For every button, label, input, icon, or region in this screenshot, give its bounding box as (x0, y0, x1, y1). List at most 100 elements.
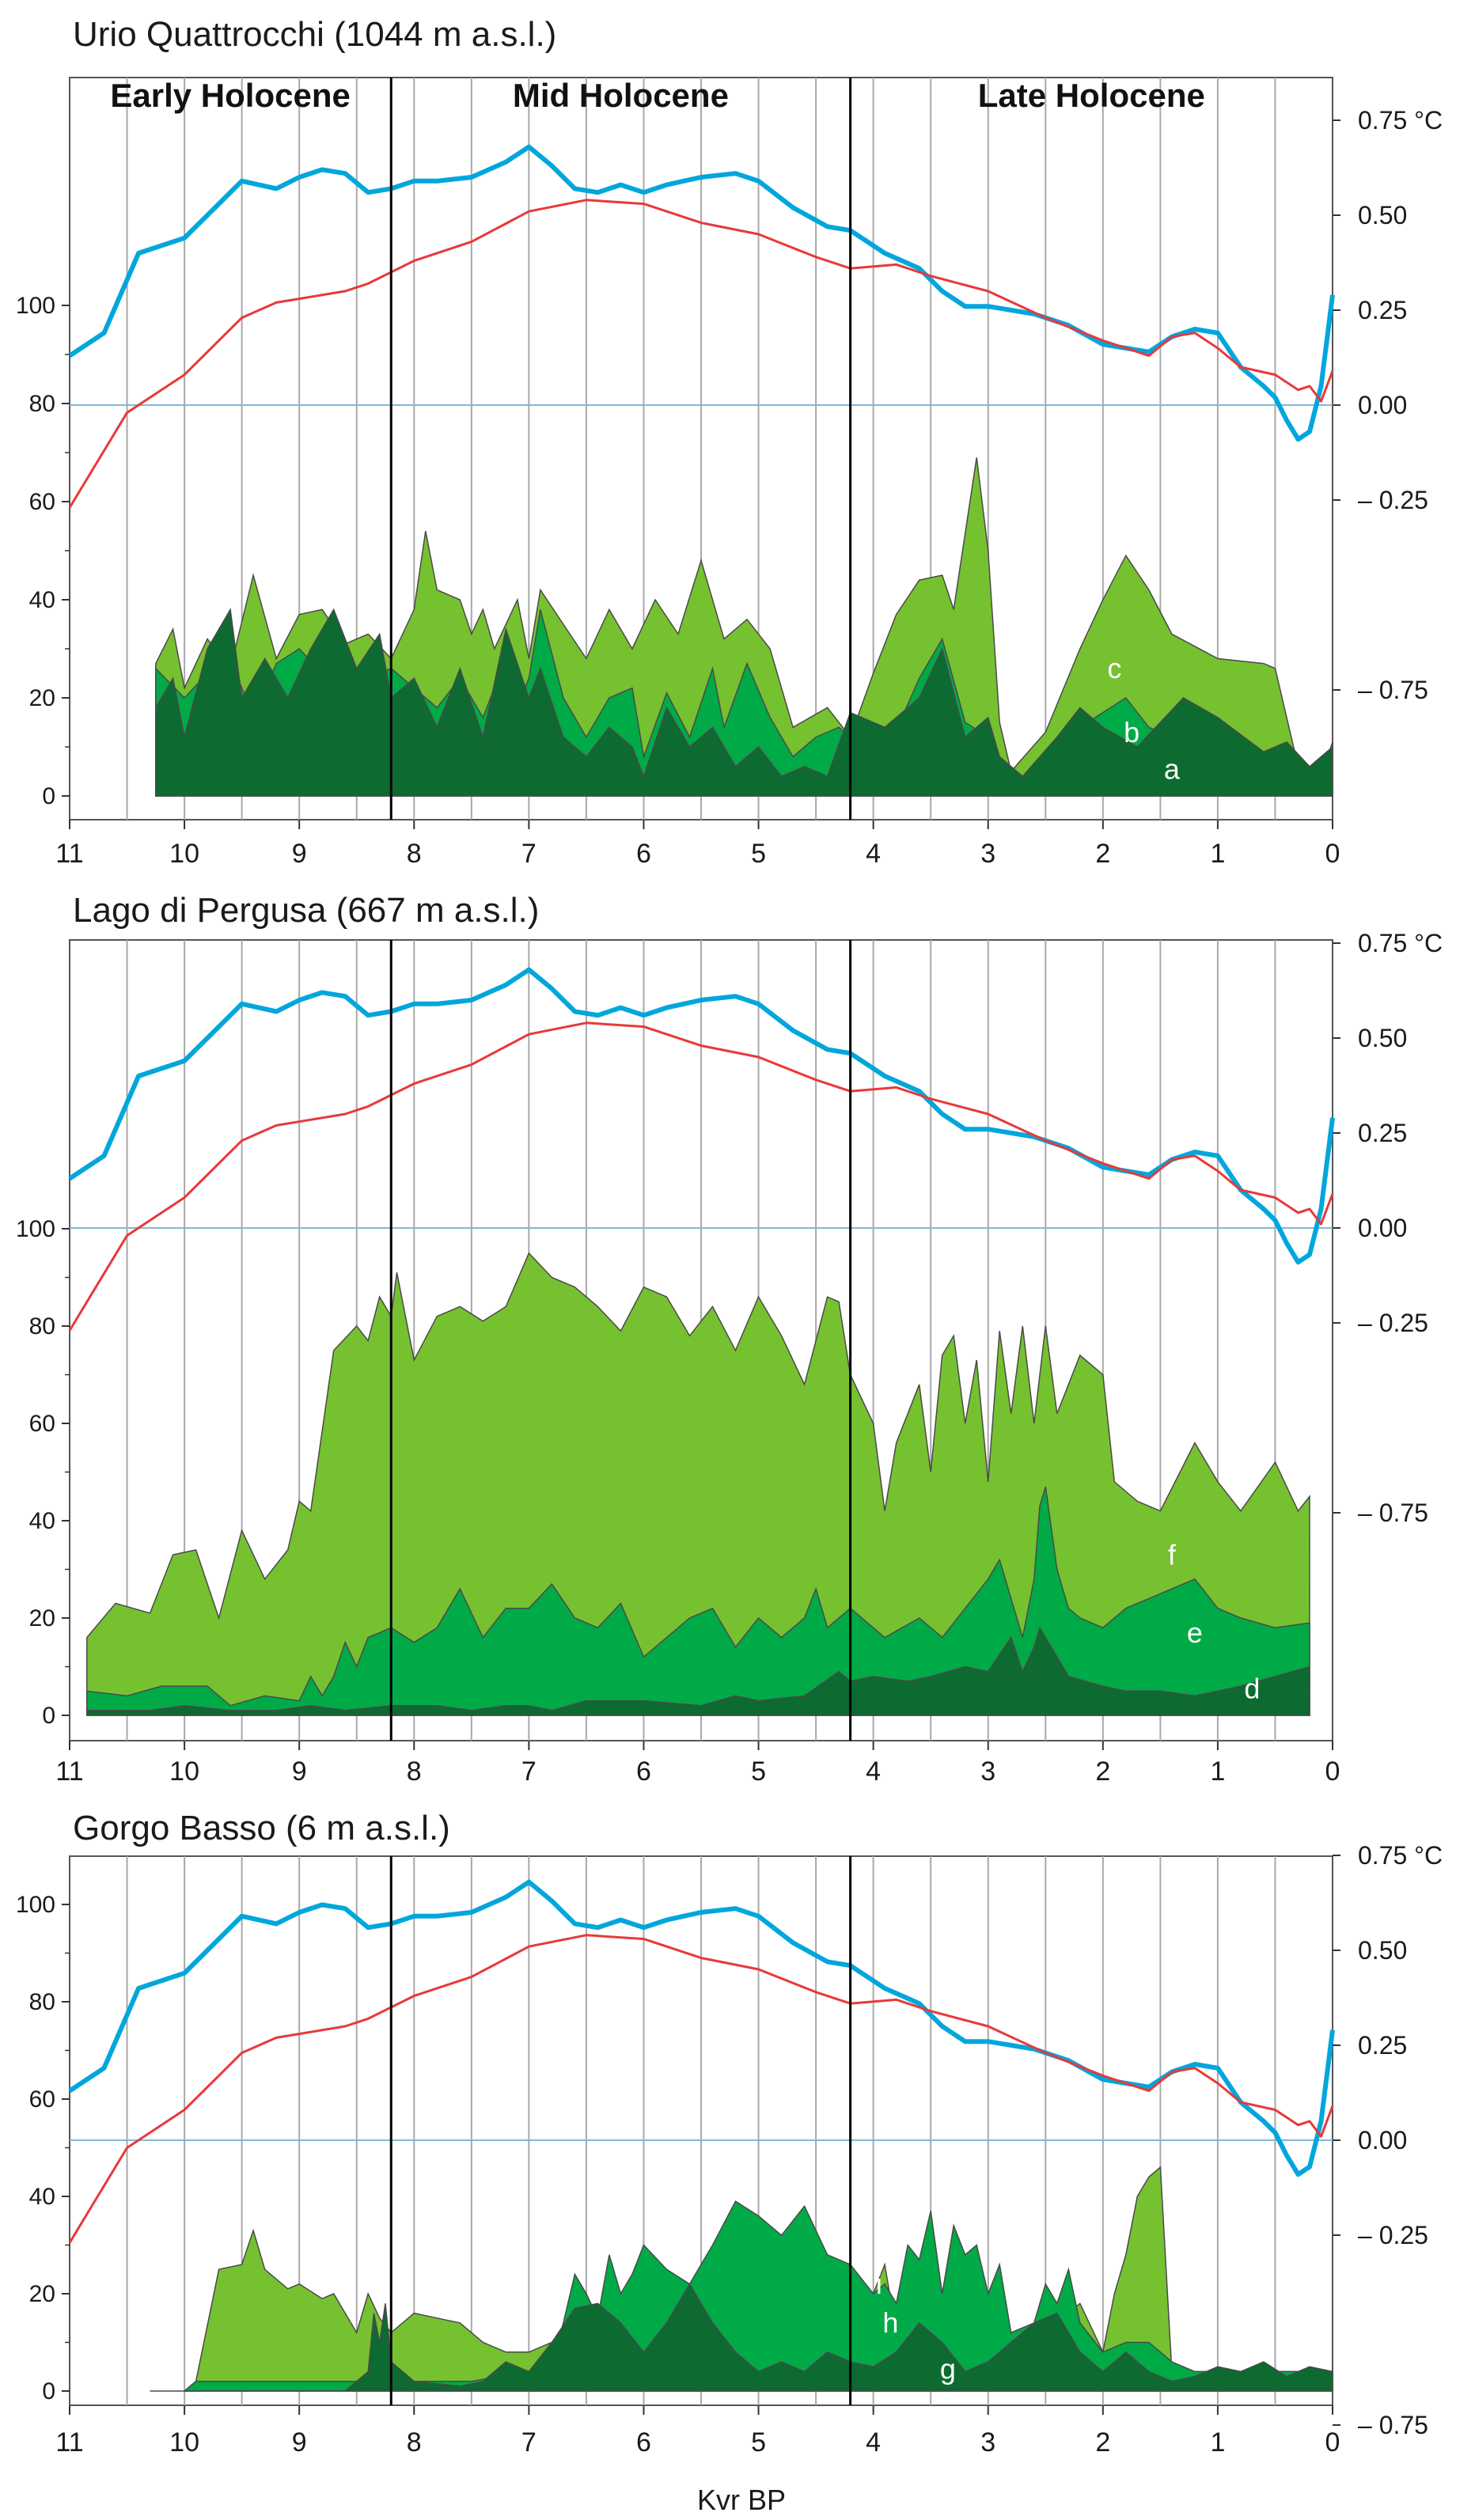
y-tick-label: 100 (16, 1216, 55, 1242)
x-tick-label: 2 (1095, 2427, 1110, 2457)
period-label: Late Holocene (978, 77, 1205, 114)
x-tick-label: 9 (292, 839, 307, 869)
temperature-tick-label: 0.00 (1358, 1214, 1407, 1242)
panel-title: Lago di Pergusa (667 m a.s.l.) (73, 891, 539, 930)
y-tick-label: 80 (29, 1989, 55, 2015)
y-tick-label: 100 (16, 1892, 55, 1918)
x-tick-label: 7 (521, 2427, 537, 2457)
x-tick-label: 2 (1095, 1756, 1110, 1787)
series-label-d: d (1244, 1672, 1260, 1704)
temperature-tick-label: 0.50 (1358, 1936, 1407, 1965)
x-tick-label: 4 (866, 839, 881, 869)
x-tick-label: 7 (521, 839, 537, 869)
x-tick-label: 0 (1325, 839, 1340, 869)
temperature-tick-label: 0.25 (1358, 1119, 1407, 1147)
panel-2: Lago di Pergusa (667 m a.s.l.)fed0204060… (16, 891, 1443, 1787)
x-tick-label: 3 (980, 2427, 995, 2457)
pollen-area-a (155, 608, 1333, 797)
temperature-tick-label: 0.25 (1358, 296, 1407, 324)
temperature-tick-label: – 0.75 (1358, 676, 1428, 704)
y-tick-label: 0 (42, 783, 55, 809)
pollen-area-g (184, 2283, 1333, 2392)
x-tick-label: 3 (980, 839, 995, 869)
x-tick-label: 8 (407, 2427, 422, 2457)
x-tick-label: 0 (1325, 1756, 1340, 1787)
x-tick-label: 8 (407, 839, 422, 869)
x-tick-label: 11 (55, 1756, 83, 1787)
temperature-tick-label: 0.75 °C (1358, 1841, 1443, 1870)
series-label-c: c (1107, 652, 1121, 684)
x-axis-title: Kvr BP (697, 2484, 786, 2516)
series-label-b: b (1124, 716, 1139, 748)
x-tick-label: 10 (169, 1756, 199, 1787)
x-tick-label: 5 (751, 1756, 766, 1787)
temperature-tick-label: – 0.25 (1358, 486, 1428, 514)
temperature-curve-red (68, 1934, 1334, 2244)
temperature-curve-red (68, 199, 1334, 509)
x-tick-label: 10 (169, 2427, 199, 2457)
x-tick-label: 5 (751, 839, 766, 869)
y-tick-label: 80 (29, 391, 55, 417)
y-tick-label: 100 (16, 293, 55, 319)
series-label-e: e (1187, 1616, 1203, 1649)
x-tick-label: 11 (55, 839, 83, 869)
y-tick-label: 20 (29, 2281, 55, 2307)
x-tick-label: 6 (636, 2427, 651, 2457)
series-label-f: f (1168, 1538, 1177, 1571)
y-tick-label: 20 (29, 1605, 55, 1631)
x-tick-label: 3 (980, 1756, 995, 1787)
period-label: Early Holocene (110, 77, 350, 114)
y-tick-label: 40 (29, 2184, 55, 2210)
x-tick-label: 9 (292, 2427, 307, 2457)
x-tick-label: 9 (292, 1756, 307, 1787)
x-tick-label: 11 (55, 2427, 83, 2457)
series-label-g: g (940, 2353, 956, 2385)
x-tick-label: 7 (521, 1756, 537, 1787)
temperature-tick-label: 0.00 (1358, 391, 1407, 419)
series-label-a: a (1164, 752, 1181, 785)
series-label-i: i (876, 2268, 882, 2300)
y-tick-label: 0 (42, 2378, 55, 2404)
temperature-tick-label: 0.00 (1358, 2126, 1407, 2154)
x-tick-label: 1 (1210, 839, 1225, 869)
y-tick-label: 40 (29, 1508, 55, 1534)
y-tick-label: 60 (29, 2086, 55, 2113)
panel-title: Gorgo Basso (6 m a.s.l.) (73, 1809, 450, 1847)
y-tick-label: 0 (42, 1703, 55, 1729)
x-tick-label: 6 (636, 839, 651, 869)
temperature-tick-label: – 0.25 (1358, 1309, 1428, 1337)
panel-1: Urio Quattrocchi (1044 m a.s.l.)cba02040… (16, 15, 1443, 869)
panel-title: Urio Quattrocchi (1044 m a.s.l.) (73, 15, 556, 54)
x-tick-label: 2 (1095, 839, 1110, 869)
x-tick-label: 6 (636, 1756, 651, 1787)
temperature-tick-label: 0.25 (1358, 2031, 1407, 2060)
panel-3: Gorgo Basso (6 m a.s.l.)ihg0204060801000… (16, 1809, 1443, 2457)
temperature-curve-blue (68, 144, 1335, 442)
temperature-curve-red (68, 1021, 1334, 1332)
period-label: Mid Holocene (513, 77, 729, 114)
y-tick-label: 60 (29, 1411, 55, 1437)
temperature-tick-label: – 0.75 (1358, 2411, 1428, 2439)
temperature-curve-blue (68, 1879, 1335, 2177)
y-tick-label: 80 (29, 1313, 55, 1340)
temperature-tick-label: 0.50 (1358, 201, 1407, 229)
x-tick-label: 5 (751, 2427, 766, 2457)
y-tick-label: 60 (29, 489, 55, 515)
temperature-tick-label: 0.50 (1358, 1024, 1407, 1052)
temperature-curve-blue (68, 967, 1335, 1265)
x-tick-label: 4 (866, 1756, 881, 1787)
x-tick-label: 1 (1210, 2427, 1225, 2457)
y-tick-label: 40 (29, 587, 55, 613)
y-tick-label: 20 (29, 685, 55, 711)
x-tick-label: 1 (1210, 1756, 1225, 1787)
temperature-tick-label: – 0.75 (1358, 1499, 1428, 1527)
x-tick-label: 10 (169, 839, 199, 869)
series-label-h: h (882, 2306, 898, 2339)
temperature-tick-label: – 0.25 (1358, 2221, 1428, 2249)
temperature-tick-label: 0.75 °C (1358, 106, 1443, 135)
x-tick-label: 8 (407, 1756, 422, 1787)
temperature-tick-label: 0.75 °C (1358, 929, 1443, 957)
x-tick-label: 4 (866, 2427, 881, 2457)
x-tick-label: 0 (1325, 2427, 1340, 2457)
